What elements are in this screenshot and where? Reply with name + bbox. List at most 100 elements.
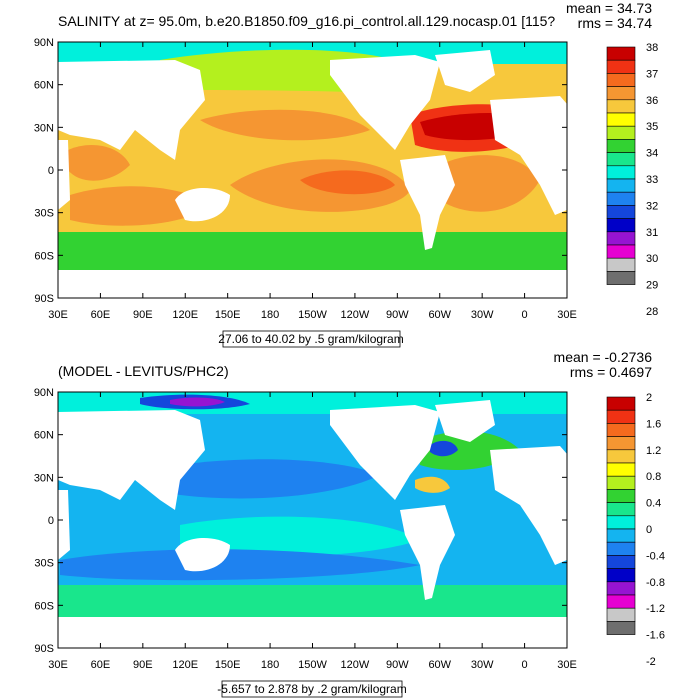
panel1-range-box (222, 330, 401, 348)
colorbar-label: -2 (646, 656, 656, 668)
y-tick-label: 30S (34, 558, 54, 570)
panel2-rms: rms = 0.4697 (570, 364, 652, 380)
y-tick-label: 60S (34, 250, 54, 262)
colorbar-label: 1.2 (646, 445, 661, 457)
y-tick-label: 90S (34, 643, 54, 655)
colorbar-label: 34 (646, 148, 658, 160)
colorbar-swatch (606, 449, 636, 464)
p1-southern-band (58, 232, 567, 272)
colorbar-swatch (606, 271, 636, 285)
x-tick-label: 120E (172, 659, 198, 671)
x-tick-label: 120E (172, 309, 198, 321)
p2-australia (175, 538, 230, 572)
colorbar-swatch (606, 541, 636, 556)
p1-africa-west (58, 140, 70, 210)
panel1-colorbar: 38 37 36 35 34 33 32 31 30 29 28 (606, 42, 658, 318)
panel2-colorbar: 2 1.6 1.2 0.8 0.4 0 -0.4 -0.8 -1.2 -1.6 -2 (606, 392, 665, 668)
colorbar-label: -1.6 (646, 630, 665, 642)
panel1-mean: mean = 34.73 (566, 0, 652, 16)
p2-africa-west (58, 490, 70, 560)
colorbar-swatch (606, 528, 636, 543)
panel2-mean: mean = -0.2736 (554, 349, 653, 365)
p1-eurasia (58, 60, 205, 160)
p2-greenland (435, 400, 495, 442)
panel2-map (57, 391, 568, 649)
colorbar-label: 37 (646, 68, 658, 80)
colorbar-label: 35 (646, 121, 658, 133)
p1-africa-east (490, 96, 567, 215)
colorbar-swatch (606, 257, 636, 272)
colorbar-swatch (606, 581, 636, 596)
y-tick-label: 30S (34, 208, 54, 220)
x-tick-label: 30W (471, 659, 494, 671)
panel1-x-axis: 30E 60E 90E 120E 150E 180 150W 120W 90W 60W 30W 0 30… (48, 42, 577, 321)
colorbar-swatch (606, 86, 636, 101)
colorbar-swatch (606, 489, 636, 503)
p1-south-pacific-core (300, 170, 395, 195)
colorbar-label: 0 (646, 524, 652, 536)
x-tick-label: 120W (341, 659, 370, 671)
x-tick-label: 180 (261, 309, 279, 321)
colorbar-swatch (606, 607, 636, 622)
panel2-range-box (221, 680, 403, 698)
p2-gulf-stream (415, 476, 450, 493)
colorbar-label: 38 (646, 42, 658, 54)
colorbar-swatch (606, 502, 636, 517)
panel1-rms: rms = 34.74 (578, 15, 653, 31)
x-tick-label: 90E (133, 659, 153, 671)
y-tick-label: 30N (34, 122, 54, 134)
panel1-map (57, 41, 568, 299)
colorbar-swatch (606, 594, 636, 609)
colorbar-label: -0.8 (646, 577, 665, 589)
y-tick-label: 60N (34, 80, 54, 92)
p2-south-america (400, 505, 455, 600)
colorbar-swatch (606, 165, 636, 180)
p2-eurasia (58, 410, 205, 510)
x-tick-label: 90W (386, 659, 409, 671)
p1-greenland (435, 50, 495, 92)
p2-southern-band (58, 585, 567, 617)
colorbar-swatch (606, 99, 636, 114)
x-tick-label: 30W (471, 309, 494, 321)
colorbar-label: 1.6 (646, 418, 661, 430)
colorbar-swatch (606, 73, 636, 87)
panel-salinity: SALINITY at z= 95.0m, b.e20.B1850.f09_g1… (34, 0, 658, 348)
colorbar-label: -1.2 (646, 603, 665, 615)
colorbar-swatch (606, 125, 636, 140)
p1-south-atlantic (440, 155, 540, 212)
x-tick-label: 30E (557, 309, 577, 321)
colorbar-swatch (606, 59, 636, 74)
x-tick-label: 60E (91, 309, 111, 321)
y-tick-label: 0 (48, 165, 54, 177)
y-tick-label: 30N (34, 472, 54, 484)
colorbar-swatch (606, 515, 636, 530)
colorbar-swatch (606, 475, 636, 490)
colorbar-label: 0.4 (646, 498, 661, 510)
colorbar-swatch (606, 152, 636, 167)
colorbar-swatch (606, 218, 636, 233)
colorbar-label: -0.4 (646, 550, 665, 562)
p1-south-america (400, 155, 455, 250)
p2-africa-east (490, 446, 567, 565)
panel1-range-label: 27.06 to 40.02 by .5 gram/kilogram (218, 332, 403, 346)
panel2-range-label: -5.657 to 2.878 by .2 gram/kilogram (217, 682, 406, 696)
colorbar-swatch (606, 568, 636, 583)
panel1-y-axis: 90N 60N 30N 0 30S 60S 90S (34, 37, 567, 305)
x-tick-label: 90W (386, 309, 409, 321)
p1-north-pacific-gyre (200, 109, 370, 141)
x-tick-label: 0 (522, 659, 528, 671)
colorbar-swatch (606, 205, 636, 219)
y-tick-label: 60S (34, 600, 54, 612)
x-tick-label: 90E (133, 309, 153, 321)
colorbar-swatch (606, 112, 636, 127)
y-tick-label: 0 (48, 515, 54, 527)
colorbar-label: 31 (646, 227, 658, 239)
colorbar-swatch (606, 244, 636, 259)
x-tick-label: 30E (48, 309, 68, 321)
p2-central-pacific (150, 459, 380, 499)
colorbar-swatch (606, 423, 636, 437)
colorbar-label: 30 (646, 253, 658, 265)
p1-arabian-sea (68, 145, 130, 181)
colorbar-swatch (606, 396, 636, 411)
colorbar-swatch (606, 191, 636, 206)
